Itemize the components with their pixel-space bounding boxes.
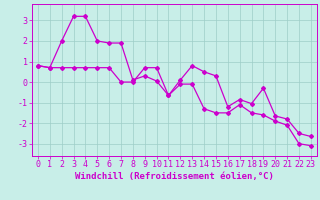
X-axis label: Windchill (Refroidissement éolien,°C): Windchill (Refroidissement éolien,°C) bbox=[75, 172, 274, 181]
